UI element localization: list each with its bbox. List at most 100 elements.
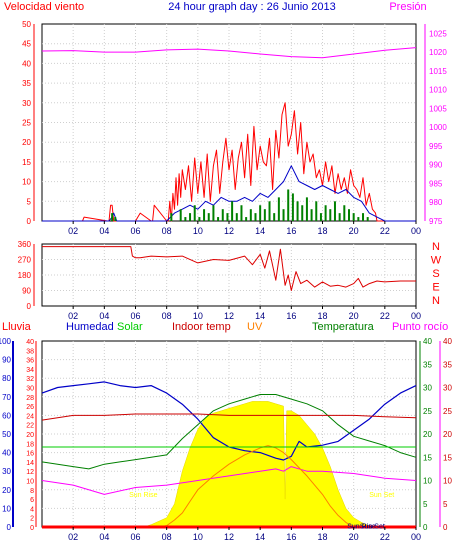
x-tick-label: 22 [380, 311, 390, 321]
right-tick-label: 975 [429, 217, 443, 226]
rain-tick-label: 26 [26, 404, 34, 411]
humidity-tick-label: 30 [2, 467, 11, 476]
temperature-tick-label: 25 [423, 407, 432, 416]
rain-tick-label: 6 [30, 497, 34, 504]
humidity-tick-label: 60 [2, 411, 11, 420]
left-tick-label: 40 [22, 59, 31, 68]
right-tick-label: 1025 [429, 29, 447, 38]
rain-tick-label: 24 [26, 413, 34, 420]
temperature-tick-label: 40 [423, 337, 432, 346]
axis-title: Humedad [66, 321, 114, 333]
dewpoint-tick-label: 10 [443, 477, 452, 486]
x-tick-label: 18 [317, 226, 327, 236]
rain-tick-label: 36 [26, 358, 34, 365]
rain-tick-label: 18 [26, 441, 34, 448]
left-tick-label: 0 [27, 217, 32, 226]
x-tick-label: 00 [411, 532, 421, 542]
humidity-tick-label: 10 [2, 504, 11, 513]
axis-title: Punto rocío [392, 321, 448, 333]
temperature-tick-label: 20 [423, 430, 432, 439]
x-tick-label: 14 [255, 226, 265, 236]
left-tick-label: 45 [22, 40, 31, 49]
right-tick-label: 1005 [429, 104, 447, 113]
rain-tick-label: 28 [26, 395, 34, 402]
x-tick-label: 02 [68, 226, 78, 236]
temperature-tick-label: 5 [423, 500, 428, 509]
humidity-tick-label: 90 [2, 356, 11, 365]
x-tick-label: 20 [349, 311, 359, 321]
compass-label: N [432, 241, 440, 253]
x-tick-label: 18 [317, 532, 327, 542]
rain-tick-label: 12 [26, 469, 34, 476]
dewpoint-line [41, 466, 417, 495]
x-tick-label: 02 [68, 311, 78, 321]
x-tick-label: 08 [162, 226, 172, 236]
axis-title: Solar [117, 321, 143, 333]
x-tick-label: 16 [286, 311, 296, 321]
sun-event-label: Sun Rise [129, 492, 158, 499]
left-tick-label: 10 [22, 178, 31, 187]
dewpoint-tick-label: 5 [443, 500, 448, 509]
left-tick-label: 25 [22, 119, 31, 128]
axis-title: Lluvia [2, 321, 32, 333]
rain-tick-label: 0 [30, 525, 34, 532]
humidity-line [41, 381, 417, 461]
x-tick-label: 04 [99, 226, 109, 236]
temperature-tick-label: 15 [423, 453, 432, 462]
humidity-tick-label: 0 [7, 523, 12, 532]
left-tick-label: 270 [18, 256, 32, 265]
left-tick-label: 15 [22, 158, 31, 167]
left-tick-label: 90 [22, 287, 31, 296]
rain-tick-label: 10 [26, 479, 34, 486]
indoor_temp-line [41, 413, 417, 421]
left-tick-label: 180 [18, 271, 32, 280]
left-tick-label: 20 [22, 138, 31, 147]
sun-event-label: Sun Rise [347, 523, 376, 530]
dewpoint-tick-label: 35 [443, 360, 452, 369]
dewpoint-tick-label: 0 [443, 523, 448, 532]
x-tick-label: 08 [162, 311, 172, 321]
rain-tick-label: 22 [26, 423, 34, 430]
compass-label: N [432, 295, 440, 307]
right-tick-label: 1015 [429, 67, 447, 76]
rain-tick-label: 2 [30, 516, 34, 523]
x-tick-label: 06 [130, 532, 140, 542]
pressure-line [41, 47, 417, 59]
x-tick-label: 10 [193, 311, 203, 321]
right-tick-label: 1020 [429, 48, 447, 57]
right-tick-label: 990 [429, 161, 443, 170]
x-tick-label: 12 [224, 226, 234, 236]
x-tick-label: 22 [380, 226, 390, 236]
x-tick-label: 02 [68, 532, 78, 542]
left-tick-label: 35 [22, 79, 31, 88]
sun-event-label: Sun Set [369, 492, 394, 499]
temperature-tick-label: 35 [423, 360, 432, 369]
wind-direction-line [42, 246, 416, 291]
rain-tick-label: 30 [26, 386, 34, 393]
x-tick-label: 04 [99, 532, 109, 542]
wind-pressure-chart: 0510152025303540455097598098599099510001… [4, 1, 447, 236]
avg-line [42, 165, 416, 222]
rain-tick-label: 40 [26, 339, 34, 346]
x-tick-label: 20 [349, 226, 359, 236]
x-tick-label: 22 [380, 532, 390, 542]
left-tick-label: 5 [27, 197, 32, 206]
left-tick-label: 30 [22, 99, 31, 108]
compass-label: W [431, 255, 442, 267]
rain-tick-label: 34 [26, 367, 34, 374]
humidity-tick-label: 50 [2, 430, 11, 439]
x-tick-label: 16 [286, 532, 296, 542]
right-tick-label: 980 [429, 198, 443, 207]
gust-line [42, 102, 416, 222]
humidity-tick-label: 100 [0, 337, 12, 346]
x-tick-label: 08 [162, 532, 172, 542]
dewpoint-tick-label: 40 [443, 337, 452, 346]
x-tick-label: 00 [411, 226, 421, 236]
axis-title: UV [247, 321, 263, 333]
x-tick-label: 06 [130, 226, 140, 236]
right-tick-label: 1010 [429, 86, 447, 95]
x-tick-label: 16 [286, 226, 296, 236]
humidity-tick-label: 80 [2, 374, 11, 383]
right-tick-label: 1000 [429, 123, 447, 132]
